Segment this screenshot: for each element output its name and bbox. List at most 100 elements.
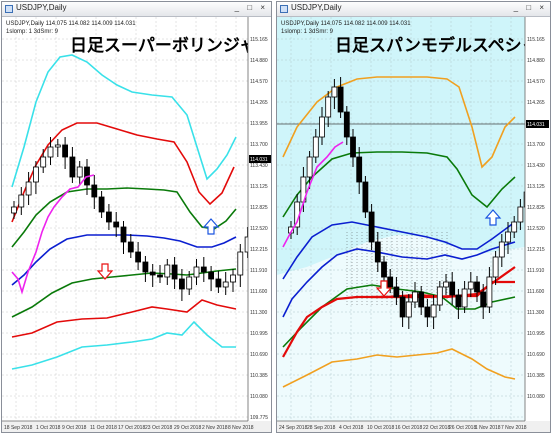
candle <box>113 221 120 228</box>
lower-band-orange <box>282 348 516 388</box>
candle <box>312 136 319 158</box>
candle <box>331 86 338 98</box>
price-tick-label: 114.570 <box>527 79 545 85</box>
price-tick-label: 110.690 <box>250 352 268 358</box>
candle <box>325 96 332 118</box>
price-chart-area[interactable]: USDJPY,Daily 114.075 114.082 114.009 114… <box>2 17 271 432</box>
time-tick-label: 18 Sep 2018 <box>4 425 33 431</box>
candle <box>492 256 499 278</box>
candle <box>171 264 178 280</box>
price-tick-label: 110.995 <box>527 331 545 337</box>
candle <box>374 241 381 263</box>
candle <box>222 281 229 288</box>
price-tick-label: 113.955 <box>250 121 268 127</box>
candle <box>393 286 400 298</box>
chart-window-left[interactable]: USDJPY,Daily _ □ × USDJPY,Daily 114.075 … <box>1 1 272 433</box>
band-plus-3-sigma <box>11 54 237 188</box>
candle <box>474 281 480 293</box>
price-tick-label: 111.600 <box>527 289 545 295</box>
price-tick-label: 110.385 <box>250 373 268 379</box>
price-tick-label: 115.165 <box>250 37 268 43</box>
time-tick-label: 28 Sep 2018 <box>307 425 336 431</box>
current-price-label: 114.031 <box>527 122 545 128</box>
span-model-cloud <box>277 17 525 275</box>
candle <box>511 221 518 233</box>
price-tick-label: 114.880 <box>250 58 268 64</box>
price-tick-label: 112.825 <box>250 205 268 211</box>
time-tick-label: 10 Oct 2018 <box>367 425 394 431</box>
candle <box>215 278 222 288</box>
band-minus-2-sigma <box>11 299 237 338</box>
chart-window-right[interactable]: USDJPY,Daily _ □ × USDJPY,Daily 114.075 … <box>276 1 551 433</box>
candle <box>343 111 350 138</box>
candle <box>98 196 105 213</box>
lower-line-blue <box>282 241 516 318</box>
candle <box>430 304 437 318</box>
candle <box>47 146 54 158</box>
upper-band-green <box>282 151 516 218</box>
price-tick-label: 115.165 <box>527 37 545 43</box>
band-plus-2-sigma <box>11 122 235 223</box>
window-controls[interactable]: _ □ × <box>234 3 268 12</box>
price-tick-label: 110.080 <box>250 394 268 400</box>
price-chart-svg[interactable]: USDJPY,Daily 114.075 114.082 114.009 114… <box>2 17 271 432</box>
price-tick-label: 112.520 <box>527 226 545 232</box>
time-tick-label: 23 Oct 2018 <box>145 425 172 431</box>
window-controls[interactable]: _ □ × <box>513 3 547 12</box>
price-tick-label: 114.570 <box>250 79 268 85</box>
price-chart-svg[interactable]: USDJPY,Daily 114.075 114.082 114.009 114… <box>277 17 550 432</box>
price-tick-label: 110.690 <box>527 352 545 358</box>
candle <box>193 266 200 278</box>
current-price-tag <box>249 155 271 163</box>
price-tick-label: 113.700 <box>527 142 545 148</box>
price-tick-label: 112.215 <box>250 247 268 253</box>
price-tick-label: 112.825 <box>527 205 545 211</box>
buy-signal-arrow <box>202 218 220 235</box>
candle <box>480 291 487 308</box>
candle <box>319 116 325 138</box>
candle <box>337 86 344 113</box>
price-tick-label: 114.265 <box>250 100 268 106</box>
candle <box>54 144 61 148</box>
candle <box>486 276 493 308</box>
candle <box>436 286 443 306</box>
candle <box>142 261 149 273</box>
band-minus-3-sigma <box>11 320 236 370</box>
window-titlebar[interactable]: USDJPY,Daily _ □ × <box>277 2 550 17</box>
price-tick-label: 113.430 <box>250 163 268 169</box>
chart-title: 日足スパンモデルスペシャル <box>335 35 550 56</box>
price-chart-area[interactable]: USDJPY,Daily 114.075 114.082 114.009 114… <box>277 17 550 432</box>
price-tick-label: 111.910 <box>527 268 545 274</box>
candle <box>18 194 25 208</box>
window-titlebar[interactable]: USDJPY,Daily _ □ × <box>2 2 271 17</box>
band-minus-1-sigma <box>11 268 237 318</box>
price-tick-label: 114.880 <box>527 58 545 64</box>
chart-info-line: USDJPY,Daily 114.075 114.082 114.009 114… <box>281 21 411 27</box>
candle <box>62 144 68 158</box>
indicator-info-line: 1slomp: 1 3dSmr: 9 <box>281 29 334 35</box>
price-tick-label: 112.520 <box>250 226 268 232</box>
indicator-info-line: 1slomp: 1 3dSmr: 9 <box>6 29 59 35</box>
lagging-span <box>282 141 344 248</box>
candle <box>306 156 313 178</box>
candle <box>498 241 505 258</box>
price-tick-label: 110.995 <box>250 331 268 337</box>
candle <box>11 206 17 214</box>
candle <box>237 251 244 276</box>
time-tick-label: 9 Oct 2018 <box>62 425 87 431</box>
candle <box>127 241 134 253</box>
candle <box>120 226 127 243</box>
candle <box>25 181 32 196</box>
time-tick-label: 11 Oct 2018 <box>90 425 117 431</box>
time-tick-label: 4 Oct 2018 <box>339 425 364 431</box>
price-axis <box>525 17 550 421</box>
window-title: USDJPY,Daily <box>16 3 67 12</box>
chart-window-icon <box>280 5 288 13</box>
candle <box>399 296 406 318</box>
time-tick-label: 17 Oct 2018 <box>118 425 145 431</box>
candle <box>412 291 418 303</box>
price-tick-label: 111.910 <box>250 268 268 274</box>
chart-window-icon <box>5 5 13 13</box>
candle <box>32 166 39 183</box>
chart-title: 日足スーパーボリンジャー <box>70 36 271 56</box>
